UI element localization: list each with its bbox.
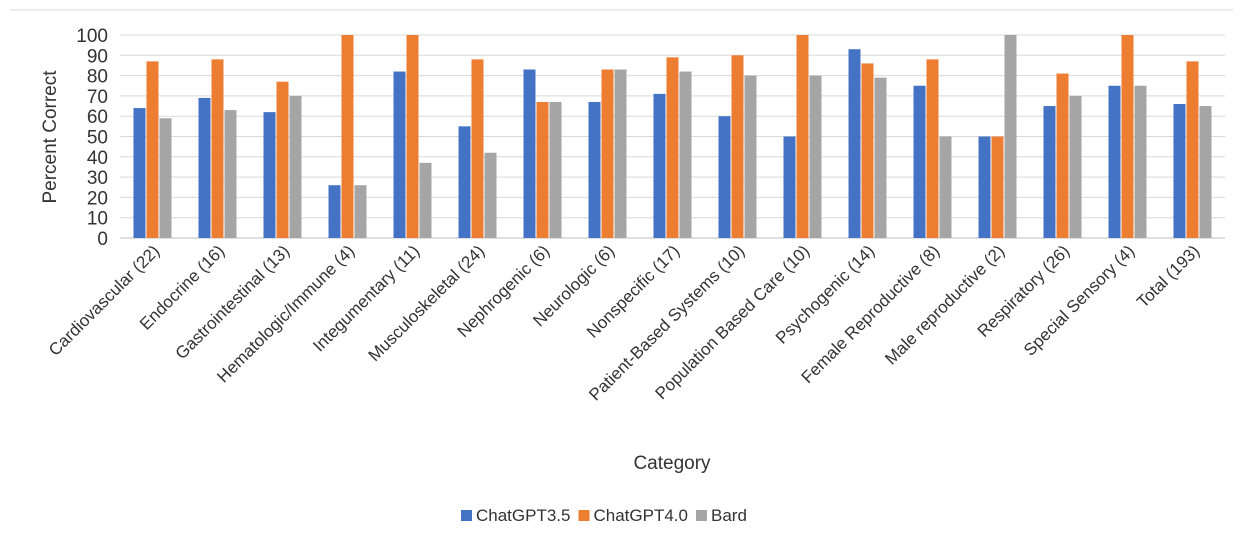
bar-chatgpt40-14 bbox=[1056, 73, 1069, 238]
bar-chatgpt35-6 bbox=[523, 69, 536, 238]
bar-chatgpt40-6 bbox=[536, 101, 549, 239]
bar-chatgpt35-3 bbox=[328, 185, 341, 238]
bar-chatgpt35-15 bbox=[1108, 85, 1121, 238]
bar-chatgpt35-12 bbox=[913, 85, 926, 238]
bar-bard-3 bbox=[354, 185, 367, 238]
y-tick-label: 10 bbox=[87, 209, 108, 230]
bar-bard-2 bbox=[289, 95, 302, 239]
bar-chatgpt40-10 bbox=[796, 35, 809, 238]
x-axis-label: Category bbox=[633, 453, 711, 474]
bar-chatgpt40-15 bbox=[1121, 35, 1134, 238]
bar-bard-4 bbox=[419, 162, 432, 238]
y-tick-label: 70 bbox=[87, 87, 108, 108]
legend-label: Bard bbox=[711, 506, 747, 525]
bar-chatgpt40-0 bbox=[146, 61, 159, 238]
bar-bard-6 bbox=[549, 101, 562, 239]
y-tick-label: 100 bbox=[76, 26, 108, 47]
x-tick-label: Male reproductive (2) bbox=[881, 241, 1008, 368]
bar-bard-15 bbox=[1134, 85, 1147, 238]
bar-bard-8 bbox=[679, 71, 692, 238]
bar-chatgpt40-1 bbox=[211, 59, 224, 238]
bar-bard-14 bbox=[1069, 95, 1082, 239]
x-tick-label: Cardiovascular (22) bbox=[45, 241, 163, 359]
bar-chatgpt35-5 bbox=[458, 126, 471, 238]
y-tick-label: 60 bbox=[87, 107, 108, 128]
y-tick-label: 40 bbox=[87, 148, 108, 169]
legend-label: ChatGPT3.5 bbox=[476, 506, 571, 525]
bar-chatgpt35-11 bbox=[848, 49, 861, 239]
bar-chatgpt40-2 bbox=[276, 81, 289, 238]
legend-swatch bbox=[696, 510, 707, 521]
y-axis-label: Percent Correct bbox=[40, 70, 61, 204]
bar-chatgpt35-9 bbox=[718, 116, 731, 238]
bar-chatgpt40-4 bbox=[406, 35, 419, 238]
y-tick-label: 30 bbox=[87, 168, 108, 189]
x-tick-label: Special Sensory (4) bbox=[1020, 241, 1138, 359]
bar-bard-10 bbox=[809, 75, 822, 238]
bar-bard-16 bbox=[1199, 106, 1212, 238]
bar-chatgpt35-8 bbox=[653, 93, 666, 239]
bar-chatgpt40-9 bbox=[731, 55, 744, 238]
x-tick-label: Gastrointestinal (13) bbox=[172, 241, 294, 363]
bar-bard-12 bbox=[939, 136, 952, 238]
bar-bard-5 bbox=[484, 152, 497, 238]
bar-chatgpt40-8 bbox=[666, 57, 679, 238]
bar-bard-11 bbox=[874, 77, 887, 238]
bar-chatgpt40-11 bbox=[861, 63, 874, 238]
legend-label: ChatGPT4.0 bbox=[594, 506, 689, 525]
bar-chatgpt40-7 bbox=[601, 69, 614, 238]
bars bbox=[133, 35, 1212, 239]
bar-bard-7 bbox=[614, 69, 627, 238]
bar-chatgpt35-10 bbox=[783, 136, 796, 238]
bar-bard-9 bbox=[744, 75, 757, 238]
x-tick-labels: Cardiovascular (22)Endocrine (16)Gastroi… bbox=[45, 241, 1203, 404]
bar-chatgpt35-16 bbox=[1173, 104, 1186, 239]
legend: ChatGPT3.5 ChatGPT4.0 Bard bbox=[461, 506, 747, 525]
x-tick-label: Musculoskeletal (24) bbox=[365, 241, 489, 365]
bar-chatgpt35-0 bbox=[133, 108, 146, 238]
bar-chatgpt40-12 bbox=[926, 59, 939, 238]
bar-bard-1 bbox=[224, 110, 237, 238]
bar-chatgpt35-13 bbox=[978, 136, 991, 238]
bar-chatgpt35-1 bbox=[198, 97, 211, 239]
bar-bard-13 bbox=[1004, 35, 1017, 238]
y-tick-label: 90 bbox=[87, 46, 108, 67]
legend-swatch bbox=[578, 510, 590, 521]
y-tick-label: 50 bbox=[87, 128, 108, 149]
bar-chatgpt40-16 bbox=[1186, 61, 1199, 238]
bar-chatgpt35-2 bbox=[263, 112, 276, 238]
legend-swatch bbox=[461, 510, 472, 521]
bar-chatgpt35-4 bbox=[393, 71, 406, 238]
y-tick-label: 0 bbox=[97, 229, 108, 250]
bar-chatgpt40-13 bbox=[991, 136, 1004, 238]
y-tick-label: 80 bbox=[87, 67, 108, 88]
bar-chatgpt40-3 bbox=[341, 35, 354, 238]
y-tick-label: 20 bbox=[87, 188, 108, 209]
bar-chatgpt35-14 bbox=[1043, 106, 1056, 238]
bar-chatgpt35-7 bbox=[588, 101, 601, 239]
bar-chatgpt40-5 bbox=[471, 59, 484, 238]
bar-bard-0 bbox=[159, 118, 172, 238]
x-tick-label: Integumentary (11) bbox=[309, 241, 423, 355]
x-tick-label: Total (193) bbox=[1133, 241, 1203, 311]
